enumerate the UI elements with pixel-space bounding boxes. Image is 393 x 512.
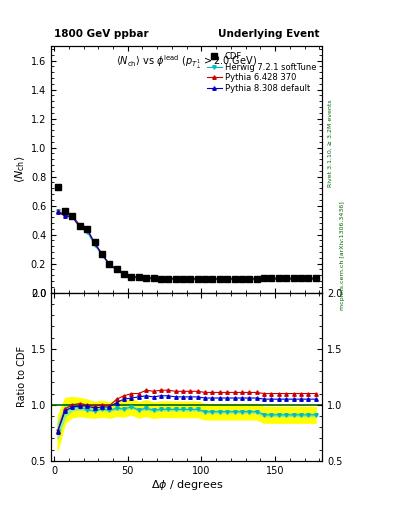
Y-axis label: $\langle N_{\rm ch}\rangle$: $\langle N_{\rm ch}\rangle$ — [13, 156, 27, 183]
Legend: CDF, Herwig 7.2.1 softTune, Pythia 6.428 370, Pythia 8.308 default: CDF, Herwig 7.2.1 softTune, Pythia 6.428… — [205, 50, 318, 95]
X-axis label: $\Delta\phi$ / degrees: $\Delta\phi$ / degrees — [151, 478, 223, 493]
Y-axis label: Ratio to CDF: Ratio to CDF — [17, 346, 27, 408]
Text: 1800 GeV ppbar: 1800 GeV ppbar — [54, 29, 149, 39]
Text: Rivet 3.1.10, ≥ 3.2M events: Rivet 3.1.10, ≥ 3.2M events — [328, 99, 333, 187]
Text: Underlying Event: Underlying Event — [218, 29, 320, 39]
Text: $\langle N_{\rm ch}\rangle$ vs $\phi^{\rm lead}$ ($p_{T_\perp^{1}} > 2.0$ GeV): $\langle N_{\rm ch}\rangle$ vs $\phi^{\r… — [116, 53, 257, 71]
Text: mcplots.cern.ch [arXiv:1306.3436]: mcplots.cern.ch [arXiv:1306.3436] — [340, 202, 345, 310]
